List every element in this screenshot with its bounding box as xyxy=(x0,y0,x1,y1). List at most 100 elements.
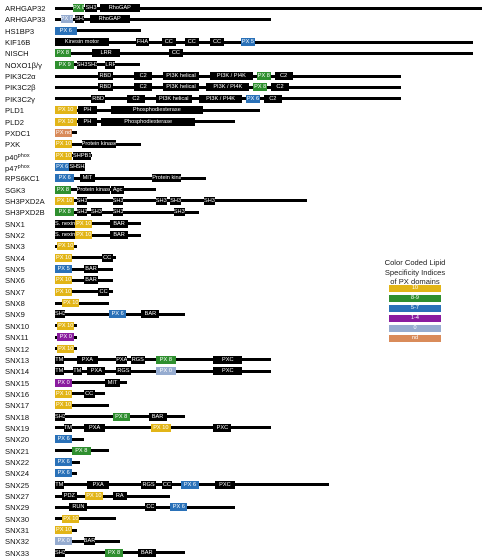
domain-s-nexin: S. nexin xyxy=(55,219,76,228)
px-domain: PX 10 xyxy=(55,117,77,126)
protein-name: p40phox xyxy=(5,152,30,162)
px-domain: PX 10 xyxy=(57,321,75,330)
domain-c2: C2 xyxy=(134,72,153,81)
protein-name: PLD1 xyxy=(5,106,24,116)
domain-sh3: SH3 xyxy=(76,162,85,171)
domain-pdz: PDZ xyxy=(62,492,77,501)
px-domain: PX 6 xyxy=(55,458,73,466)
domain-agc: Agc xyxy=(111,185,125,194)
domain-cc: CC xyxy=(101,253,113,262)
px-domain: PX 10 xyxy=(55,389,73,398)
domain-tm: TM xyxy=(55,367,64,376)
protein-name: SNX31 xyxy=(5,526,30,536)
px-domain: PX 8 xyxy=(73,4,84,12)
domain-pb1: PB1 xyxy=(80,151,91,160)
domain-c2: C2 xyxy=(271,83,289,92)
domain-cc: CC xyxy=(184,38,199,47)
px-domain: PX 10 xyxy=(55,276,73,285)
protein-name: RPS6KC1 xyxy=(5,174,40,184)
protein-name: SNX13 xyxy=(5,355,30,365)
domain-protein-kinase: Protein kinase xyxy=(152,174,181,183)
protein-backbone xyxy=(55,222,142,226)
domain-sh3: SH3 xyxy=(69,162,78,171)
protein-name: PIK3C2β xyxy=(5,83,36,93)
px-domain: PX 6 xyxy=(181,480,199,489)
protein-name: PXK xyxy=(5,140,21,150)
domain-ph: PH xyxy=(78,106,97,115)
protein-name: SH3PXD2B xyxy=(5,208,45,218)
domain-sh3: SH3 xyxy=(91,208,102,217)
domain-tm: TM xyxy=(73,367,82,376)
domain-tm: TM xyxy=(55,355,64,364)
protein-name: SNX2 xyxy=(5,231,25,240)
domain-sh3: SH3 xyxy=(204,196,215,205)
protein-backbone xyxy=(55,233,142,237)
protein-name: KIF16B xyxy=(5,38,31,48)
domain-sh3: SH3 xyxy=(87,60,98,69)
protein-backbone xyxy=(55,176,207,180)
protein-name: SNX25 xyxy=(5,480,30,490)
domain-pxa: PXA xyxy=(83,423,106,432)
domain-pxa: PXA xyxy=(116,355,127,364)
protein-name: SNX29 xyxy=(5,503,30,513)
px-domain: PX 8 xyxy=(55,208,75,217)
protein-name: SNX3 xyxy=(5,242,25,252)
legend-title-line: Color Coded Lipid xyxy=(384,258,446,267)
px-domain: PX nd xyxy=(55,128,73,137)
protein-name: SNX17 xyxy=(5,401,30,411)
domain-tm: TM xyxy=(63,423,73,432)
domain-rbd: RBD xyxy=(91,94,106,103)
protein-name: SNX9 xyxy=(5,310,25,320)
protein-name: ARHGAP32 xyxy=(5,4,46,13)
legend-title: Color Coded Lipid Specificity Indices of… xyxy=(365,258,465,287)
domain-tm: TM xyxy=(55,480,64,489)
protein-name: SNX22 xyxy=(5,458,30,467)
px-domain: PX 10 xyxy=(85,492,103,501)
domain-pi3k-helical: PI3K helical xyxy=(163,83,199,92)
px-domain: PX 10 xyxy=(55,140,73,149)
protein-backbone xyxy=(55,40,473,44)
protein-name: SNX32 xyxy=(5,537,30,547)
domain-c2: C2 xyxy=(134,83,153,92)
domain-sh3: SH3 xyxy=(73,151,81,160)
px-domain: PX 8 xyxy=(112,412,130,421)
protein-backbone xyxy=(55,51,473,55)
domain-sh3: SH3 xyxy=(75,15,84,24)
protein-name: SNX1 xyxy=(5,219,25,229)
protein-backbone xyxy=(55,517,117,521)
domain-rhogap: RhoGAP xyxy=(89,15,130,24)
px-domain: PX 6 xyxy=(55,469,73,478)
protein-backbone xyxy=(55,403,109,407)
protein-backbone xyxy=(55,256,117,260)
domain-c2: C2 xyxy=(263,94,282,103)
px-domain: PX 6 xyxy=(109,310,127,319)
protein-name: PIK3C2α xyxy=(5,72,36,82)
domain-phosphodiesterase: Phosphodiesterase xyxy=(111,106,203,115)
protein-name: SNX5 xyxy=(5,265,25,275)
domain-pxc: PXC xyxy=(213,355,243,364)
domain-cc: CC xyxy=(161,38,176,47)
domain-cc: CC xyxy=(98,287,109,296)
protein-backbone xyxy=(55,381,127,385)
legend-swatch-8-9: 8-9 xyxy=(389,295,441,302)
protein-name-superscript: phox xyxy=(17,163,30,170)
protein-name: NOXO1β/γ xyxy=(5,60,42,70)
protein-backbone xyxy=(55,392,106,396)
domain-lrr: LRR xyxy=(92,49,120,58)
domain-bar: BAR xyxy=(109,231,129,239)
px-domain: PX 8 xyxy=(55,185,71,194)
legend-title-line: Specificity Indices xyxy=(384,267,446,277)
domain-cc: CC xyxy=(168,49,184,58)
protein-name: ARHGAP33 xyxy=(5,15,46,25)
domain-cc: CC xyxy=(83,389,95,398)
domain-ra: RA xyxy=(112,492,127,501)
protein-name: SNX33 xyxy=(5,548,30,558)
px-domain: PX 10 xyxy=(75,219,93,228)
px-domain: PX 10 xyxy=(150,423,171,432)
protein-name: PXDC1 xyxy=(5,128,31,138)
domain-rhogap: RhoGAP xyxy=(99,4,140,12)
domain-sh3: SH3 xyxy=(76,208,88,217)
domain-bar: BAR xyxy=(109,219,129,228)
domain-run: RUN xyxy=(69,503,88,512)
